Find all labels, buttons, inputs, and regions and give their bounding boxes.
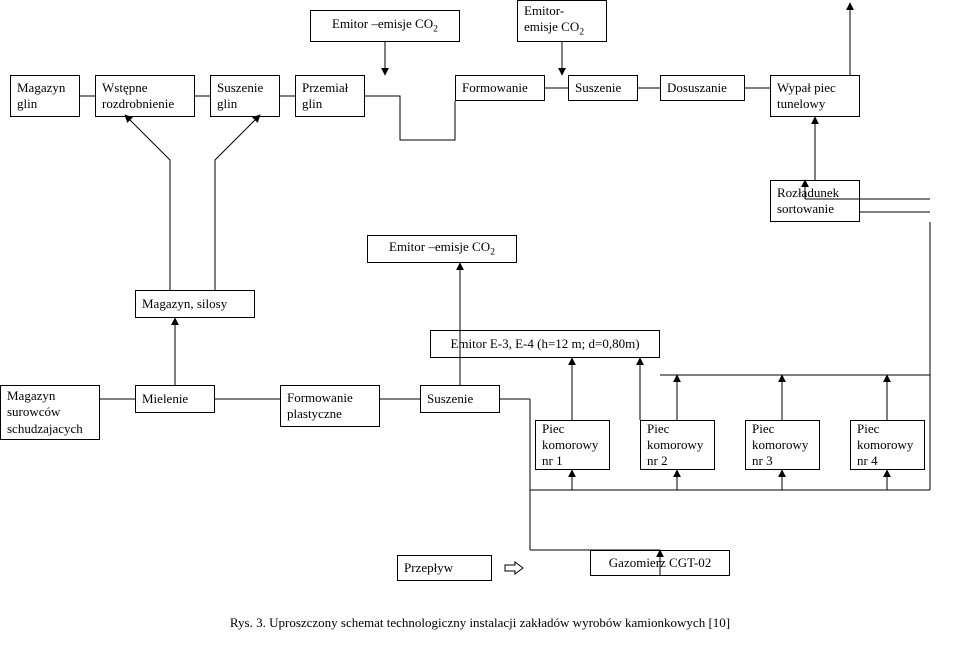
node-wypal: Wypał piec tunelowy xyxy=(770,75,860,117)
node-suszenie-top: Suszenie xyxy=(568,75,638,101)
node-piec4: Piec komorowy nr 4 xyxy=(850,420,925,470)
node-magazyn-glin: Magazyn glin xyxy=(10,75,80,117)
node-piec3: Piec komorowy nr 3 xyxy=(745,420,820,470)
node-piec1: Piec komorowy nr 1 xyxy=(535,420,610,470)
node-suszenie-bot: Suszenie xyxy=(420,385,500,413)
node-emitor-top-right: Emitor- emisje CO2 xyxy=(517,0,607,42)
node-formowanie: Formowanie xyxy=(455,75,545,101)
label: Emitor –emisje CO2 xyxy=(332,16,438,36)
node-emitor-top-left: Emitor –emisje CO2 xyxy=(310,10,460,42)
node-suszenie-glin: Suszenie glin xyxy=(210,75,280,117)
line2: emisje CO2 xyxy=(524,19,600,39)
node-przeplyw: Przepływ xyxy=(397,555,492,581)
figure-caption: Rys. 3. Uproszczony schemat technologicz… xyxy=(0,615,960,631)
node-przemial: Przemiał glin xyxy=(295,75,365,117)
node-emitor-mid: Emitor –emisje CO2 xyxy=(367,235,517,263)
line1: Emitor- xyxy=(524,3,600,19)
node-rozladunek: Rozładunek sortowanie xyxy=(770,180,860,222)
node-magazyn-silosy: Magazyn, silosy xyxy=(135,290,255,318)
node-formowanie-plast: Formowanie plastyczne xyxy=(280,385,380,427)
node-wstepne: Wstępne rozdrobnienie xyxy=(95,75,195,117)
node-piec2: Piec komorowy nr 2 xyxy=(640,420,715,470)
node-emitor-e34: Emitor E-3, E-4 (h=12 m; d=0,80m) xyxy=(430,330,660,358)
node-dosuszanie: Dosuszanie xyxy=(660,75,745,101)
node-mielenie: Mielenie xyxy=(135,385,215,413)
node-gazomierz: Gazomierz CGT-02 xyxy=(590,550,730,576)
node-magazyn-surowcow: Magazyn surowców schudzajacych xyxy=(0,385,100,440)
